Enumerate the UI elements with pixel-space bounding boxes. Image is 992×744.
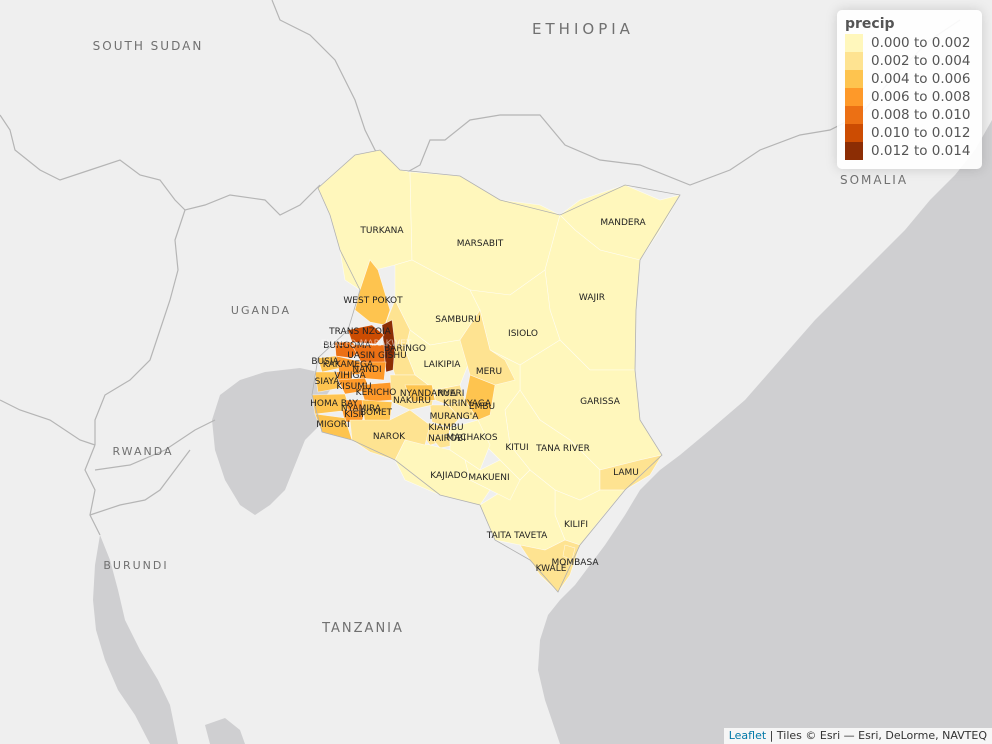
county-label: MERU bbox=[476, 367, 502, 377]
county-label: NAIROBI bbox=[428, 434, 466, 444]
county-label: MARSABIT bbox=[457, 239, 504, 249]
county-embu[interactable] bbox=[464, 374, 496, 421]
legend-label: 0.000 to 0.002 bbox=[871, 35, 971, 51]
country-label-south-sudan: SOUTH SUDAN bbox=[93, 39, 204, 53]
county-label: LAIKIPIA bbox=[424, 360, 462, 370]
legend-title: precip bbox=[845, 16, 895, 32]
legend-label: 0.010 to 0.012 bbox=[871, 125, 971, 141]
county-label: TRANS NZOIA bbox=[328, 327, 391, 337]
county-nyandarua[interactable] bbox=[404, 384, 436, 403]
lake-tanganyika-water bbox=[93, 535, 178, 744]
county-label: NYERI bbox=[438, 389, 465, 399]
legend-row: 0.000 to 0.002 bbox=[845, 34, 974, 52]
legend-row: 0.006 to 0.008 bbox=[845, 88, 974, 106]
county-label: MURANG'A bbox=[430, 412, 480, 422]
county-muranga[interactable] bbox=[429, 404, 461, 429]
county-west-pokot[interactable] bbox=[354, 259, 391, 326]
county-label: WAJIR bbox=[579, 293, 605, 303]
country-label-uganda: UGANDA bbox=[231, 304, 291, 317]
county-label: MACHAKOS bbox=[446, 433, 497, 443]
legend-swatch bbox=[845, 88, 863, 106]
legend-row: 0.008 to 0.010 bbox=[845, 106, 974, 124]
county-label: MANDERA bbox=[600, 218, 646, 228]
lake-victoria-water bbox=[212, 368, 330, 515]
county-label: BUSIA bbox=[311, 357, 339, 367]
county-label: ELGEYO-MARAKWET bbox=[321, 339, 412, 349]
legend-row: 0.012 to 0.014 bbox=[845, 142, 974, 160]
county-label: WEST POKOT bbox=[343, 296, 403, 306]
county-label: KISII bbox=[344, 410, 364, 420]
attribution: Leaflet | Tiles © Esri — Esri, DeLorme, … bbox=[723, 728, 992, 744]
county-label: MAKUENI bbox=[468, 473, 509, 483]
county-label: KAKAMEGA bbox=[323, 360, 374, 370]
legend-label: 0.006 to 0.008 bbox=[871, 89, 971, 105]
county-label: BARINGO bbox=[384, 344, 426, 354]
country-label-rwanda: RWANDA bbox=[112, 445, 173, 458]
county-label: NYAMIRA bbox=[341, 404, 382, 414]
county-label: KILIFI bbox=[564, 520, 588, 530]
country-label-ethiopia: ETHIOPIA bbox=[532, 20, 634, 38]
legend-swatch bbox=[845, 70, 863, 88]
county-label: UASIN GISHU bbox=[347, 351, 406, 361]
county-label: ISIOLO bbox=[508, 329, 538, 339]
county-siaya[interactable] bbox=[314, 371, 341, 393]
legend-swatch bbox=[845, 124, 863, 142]
county-label: KISUMU bbox=[336, 382, 371, 392]
legend-label: 0.002 to 0.004 bbox=[871, 53, 971, 69]
county-label: TAITA TAVETA bbox=[486, 531, 548, 541]
county-label: KERICHO bbox=[356, 388, 397, 398]
county-label: HOMA BAY bbox=[310, 399, 358, 409]
country-labels: SOUTH SUDAN ETHIOPIA SOMALIA UGANDA RWAN… bbox=[93, 20, 908, 636]
county-label: NAKURU bbox=[393, 396, 431, 406]
county-label: NANDI bbox=[352, 365, 381, 375]
county-label: KIRINYAGA bbox=[443, 399, 492, 409]
county-trans-nzoia[interactable] bbox=[347, 324, 385, 345]
leaflet-link[interactable]: Leaflet bbox=[728, 729, 767, 742]
county-label: SIAYA bbox=[315, 377, 341, 387]
legend-row: 0.010 to 0.012 bbox=[845, 124, 974, 142]
county-label: GARISSA bbox=[580, 397, 621, 407]
legend-swatch bbox=[845, 106, 863, 124]
county-label: MIGORI bbox=[316, 420, 349, 430]
county-label: KWALE bbox=[536, 564, 567, 574]
legend-label: 0.008 to 0.010 bbox=[871, 107, 971, 123]
legend-row: 0.004 to 0.006 bbox=[845, 70, 974, 88]
county-kajiado[interactable] bbox=[394, 439, 491, 506]
county-nandi[interactable] bbox=[359, 361, 387, 381]
legend-label: 0.012 to 0.014 bbox=[871, 143, 971, 159]
kenya-counties bbox=[311, 149, 681, 593]
county-label: MOMBASA bbox=[552, 558, 600, 568]
legend: precip 0.000 to 0.002 0.002 to 0.004 0.0… bbox=[837, 10, 982, 169]
county-taita-taveta[interactable] bbox=[479, 469, 566, 551]
attribution-text: | Tiles © Esri — Esri, DeLorme, NAVTEQ bbox=[766, 729, 987, 742]
county-label: NYANDARUA bbox=[400, 389, 457, 399]
county-label: BUNGOMA bbox=[323, 341, 371, 351]
county-label: LAMU bbox=[613, 468, 639, 478]
county-label: VIHIGA bbox=[334, 371, 366, 381]
country-label-somalia: SOMALIA bbox=[840, 173, 908, 187]
county-label: BOMET bbox=[360, 408, 393, 418]
county-mombasa[interactable] bbox=[562, 544, 576, 561]
county-label: EMBU bbox=[469, 402, 495, 412]
country-label-tanzania: TANZANIA bbox=[321, 621, 404, 636]
legend-row: 0.002 to 0.004 bbox=[845, 52, 974, 70]
kenya-border bbox=[311, 149, 681, 593]
legend-label: 0.004 to 0.006 bbox=[871, 71, 971, 87]
legend-swatch bbox=[845, 52, 863, 70]
county-labels: TURKANA MARSABIT MANDERA WAJIR WEST POKO… bbox=[310, 218, 646, 574]
legend-swatch bbox=[845, 142, 863, 160]
legend-swatch bbox=[845, 34, 863, 52]
lake-malawi-water bbox=[205, 718, 245, 744]
indian-ocean-water bbox=[538, 120, 992, 744]
county-label: KITUI bbox=[505, 443, 528, 453]
country-label-burundi: BURUNDI bbox=[103, 559, 168, 572]
county-narok[interactable] bbox=[349, 409, 431, 461]
county-label: NAROK bbox=[373, 432, 406, 442]
county-label: KIAMBU bbox=[428, 423, 463, 433]
county-label: SAMBURU bbox=[435, 315, 480, 325]
county-label: TANA RIVER bbox=[535, 444, 590, 454]
county-label: KAJIADO bbox=[430, 471, 467, 481]
county-label: TURKANA bbox=[359, 226, 404, 236]
